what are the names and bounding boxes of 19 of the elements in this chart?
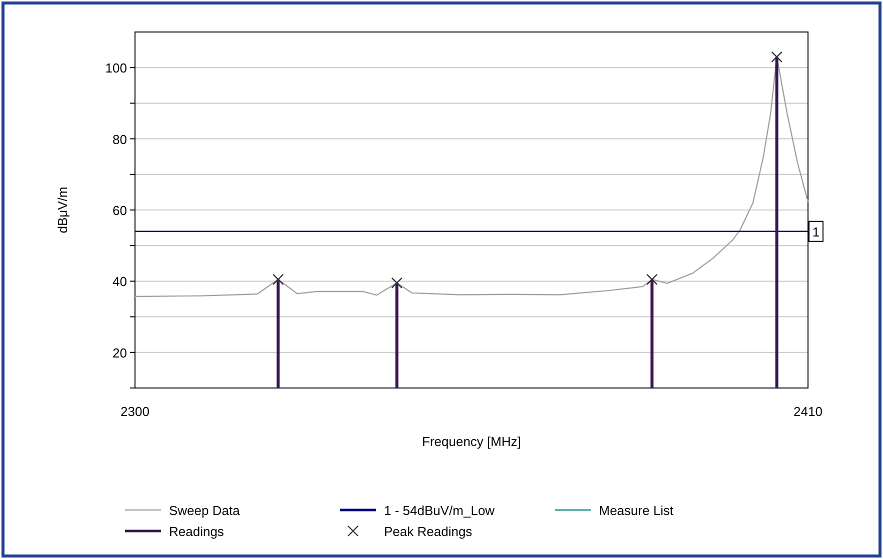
y-tick-label: 80	[112, 132, 127, 147]
point	[391, 277, 402, 289]
y-tick-label: 100	[105, 60, 127, 76]
point	[272, 274, 284, 286]
legend-label: Readings	[169, 524, 224, 539]
point	[771, 51, 782, 63]
point	[646, 274, 658, 286]
x-tick-label: 2410	[794, 404, 822, 419]
y-tick-label: 20	[112, 345, 127, 360]
x-axis-title: Frequency [MHz]	[422, 434, 521, 449]
y-axis-title: dBμV/m	[55, 186, 70, 234]
annotation: 1	[812, 224, 820, 240]
y-tick-label: 60	[112, 203, 127, 218]
x-tick-label: 2300	[120, 404, 150, 419]
y-tick-label: 40	[112, 274, 127, 290]
legend-label: 1 - 54dBuV/m_Low	[384, 503, 496, 518]
legend-label: Peak Readings	[384, 524, 473, 539]
legend-label: Measure List	[599, 503, 674, 518]
legend-label: Sweep Data	[169, 503, 241, 518]
